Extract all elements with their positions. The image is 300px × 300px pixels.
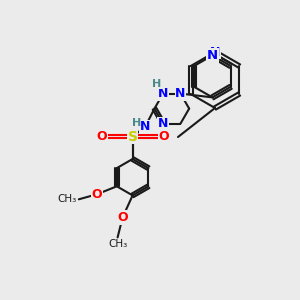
- Text: H: H: [132, 118, 141, 128]
- Text: O: O: [158, 130, 169, 143]
- Text: N: N: [175, 87, 186, 100]
- Text: O: O: [117, 211, 128, 224]
- Text: H: H: [152, 79, 162, 88]
- Text: N: N: [210, 46, 220, 59]
- Text: O: O: [92, 188, 102, 201]
- Text: O: O: [96, 130, 107, 143]
- Text: N: N: [140, 120, 150, 133]
- Text: CH₃: CH₃: [58, 194, 77, 204]
- Text: CH₃: CH₃: [108, 239, 127, 249]
- Text: N: N: [158, 87, 168, 100]
- Text: N: N: [158, 117, 168, 130]
- Text: S: S: [128, 130, 138, 144]
- Text: N: N: [207, 49, 218, 62]
